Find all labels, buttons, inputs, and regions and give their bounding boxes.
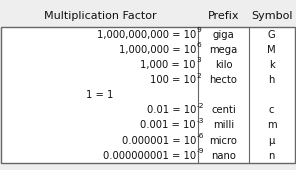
Text: 0.01 = 10: 0.01 = 10 xyxy=(147,105,196,115)
Text: centi: centi xyxy=(211,105,236,115)
Text: 1,000,000,000 = 10: 1,000,000,000 = 10 xyxy=(97,30,196,40)
Text: n: n xyxy=(268,151,275,161)
Text: -2: -2 xyxy=(197,103,204,109)
Text: Multiplication Factor: Multiplication Factor xyxy=(44,11,156,21)
Text: -6: -6 xyxy=(197,133,204,139)
Text: c: c xyxy=(269,105,274,115)
Text: kilo: kilo xyxy=(215,60,232,70)
Text: Prefix: Prefix xyxy=(208,11,239,21)
Text: 6: 6 xyxy=(197,42,201,48)
Text: m: m xyxy=(267,120,276,130)
Text: 0.001 = 10: 0.001 = 10 xyxy=(140,120,196,130)
Text: mega: mega xyxy=(209,45,238,55)
Text: Symbol: Symbol xyxy=(251,11,292,21)
Text: hecto: hecto xyxy=(210,75,237,85)
FancyBboxPatch shape xyxy=(1,27,295,163)
Text: milli: milli xyxy=(213,120,234,130)
Text: 100 = 10: 100 = 10 xyxy=(150,75,196,85)
Text: G: G xyxy=(268,30,276,40)
Text: 0.000001 = 10: 0.000001 = 10 xyxy=(122,135,196,146)
Text: -3: -3 xyxy=(197,118,204,124)
Text: micro: micro xyxy=(210,135,237,146)
Text: k: k xyxy=(269,60,274,70)
Text: h: h xyxy=(268,75,275,85)
Text: 1 = 1: 1 = 1 xyxy=(86,90,114,100)
Text: μ: μ xyxy=(268,135,275,146)
Text: giga: giga xyxy=(213,30,234,40)
Text: 1,000 = 10: 1,000 = 10 xyxy=(141,60,196,70)
Text: 0.000000001 = 10: 0.000000001 = 10 xyxy=(103,151,196,161)
Text: 2: 2 xyxy=(197,73,201,79)
Text: 9: 9 xyxy=(197,27,201,33)
Text: 1,000,000 = 10: 1,000,000 = 10 xyxy=(119,45,196,55)
Text: -9: -9 xyxy=(197,148,204,154)
Text: M: M xyxy=(267,45,276,55)
Text: 3: 3 xyxy=(197,57,201,63)
Text: nano: nano xyxy=(211,151,236,161)
